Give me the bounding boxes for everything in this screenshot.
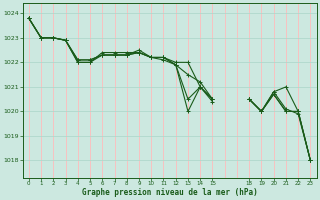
X-axis label: Graphe pression niveau de la mer (hPa): Graphe pression niveau de la mer (hPa)	[82, 188, 258, 197]
